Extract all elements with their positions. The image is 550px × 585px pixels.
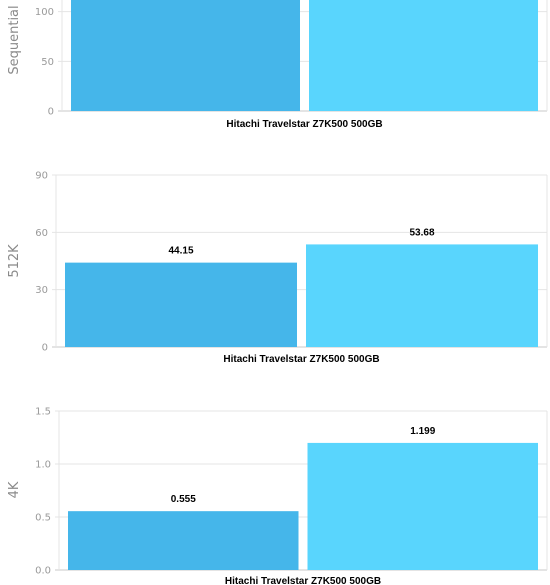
- y-tick-label: 0.5: [35, 513, 51, 524]
- bar: [71, 0, 300, 111]
- data-label: 1.199: [410, 426, 435, 437]
- data-label: 44.15: [168, 246, 193, 257]
- y-axis-label: 512K: [7, 244, 22, 278]
- y-tick-label: 30: [35, 285, 48, 296]
- y-tick-label: 1.0: [35, 460, 51, 471]
- x-axis-label: Hitachi Travelstar Z7K500 500GB: [226, 119, 382, 130]
- data-label: 0.555: [171, 494, 196, 505]
- chart-panel-3: 0.0 0.5 1.0 1.5 0.555 1.199 4K Hitachi Travelst…: [7, 407, 548, 585]
- chart-panel-2: 0 30 60 90 44.15 53.68 512K Hitachi Travelstar …: [7, 171, 548, 365]
- y-tick-label: 60: [35, 228, 48, 239]
- y-tick-label: 50: [41, 57, 54, 68]
- data-label: 53.68: [409, 227, 434, 238]
- y-tick-label: 90: [35, 171, 48, 182]
- y-tick-label: 0.0: [35, 566, 51, 577]
- y-tick-label: 0: [42, 343, 48, 354]
- bar: [65, 262, 297, 347]
- chart-panel-1: 0 50 100 Sequential Hitachi Travelstar Z7K50…: [7, 0, 548, 130]
- bar: [309, 0, 538, 111]
- y-tick-label: 1.5: [35, 407, 51, 418]
- y-axis-label: 4K: [7, 481, 22, 498]
- bar: [307, 442, 538, 570]
- x-axis-label: Hitachi Travelstar Z7K500 500GB: [223, 354, 379, 365]
- bar: [306, 244, 538, 347]
- y-axis-label: Sequential: [7, 5, 22, 74]
- x-axis-label: Hitachi Travelstar Z7K500 500GB: [225, 576, 381, 585]
- y-tick-label: 100: [35, 7, 54, 18]
- bar: [68, 511, 299, 570]
- y-tick-label: 0: [48, 107, 54, 118]
